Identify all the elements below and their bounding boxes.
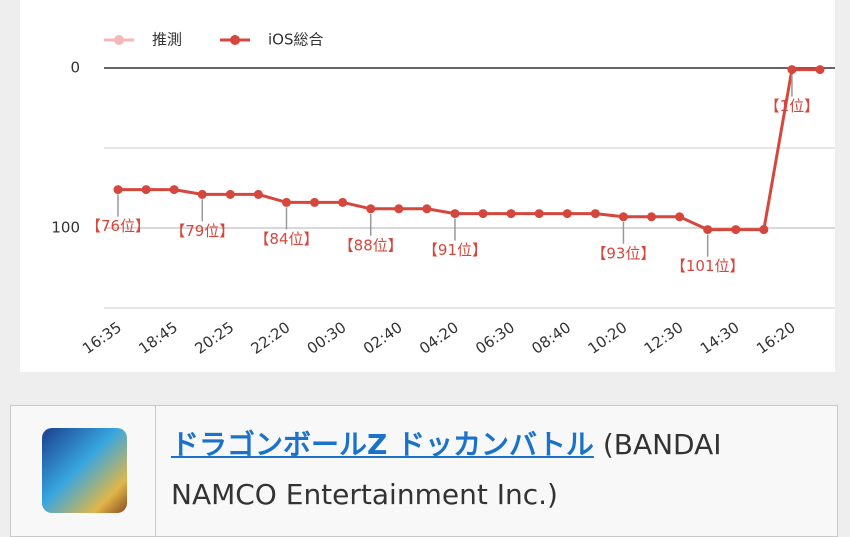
data-point (113, 185, 123, 195)
data-point (225, 189, 235, 199)
x-tick-label: 20:25 (191, 318, 237, 358)
data-point (815, 65, 825, 75)
data-point (478, 209, 488, 219)
data-point (422, 204, 432, 214)
data-point (675, 212, 685, 222)
x-tick-label: 10:20 (585, 318, 631, 358)
x-tick-label: 14:30 (697, 318, 743, 358)
legend-swatch (230, 35, 241, 45)
data-point (281, 197, 291, 207)
x-tick-label: 16:35 (79, 318, 125, 358)
x-tick-label: 06:30 (472, 318, 518, 358)
data-point (731, 225, 741, 235)
data-point (197, 189, 207, 199)
x-tick-label: 02:40 (360, 318, 406, 358)
data-point (787, 65, 797, 75)
x-tick-label: 16:20 (753, 318, 799, 358)
data-point (310, 197, 320, 207)
data-label: 【76位】 (86, 217, 150, 235)
data-point (618, 212, 628, 222)
x-tick-label: 00:30 (304, 318, 350, 358)
app-info: ドラゴンボールZ ドッカンバトル (BANDAI NAMCO Entertain… (171, 420, 811, 520)
data-point (450, 209, 460, 219)
legend-swatch (114, 35, 124, 45)
data-label: 【88位】 (339, 236, 403, 254)
data-label: 【84位】 (254, 230, 318, 248)
data-point (759, 225, 769, 235)
data-label: 【101位】 (671, 257, 745, 275)
chart-card (20, 0, 835, 372)
data-point (366, 204, 376, 214)
app-box: ドラゴンボールZ ドッカンバトル (BANDAI NAMCO Entertain… (10, 405, 838, 537)
data-point (253, 189, 263, 199)
x-tick-label: 04:20 (416, 318, 462, 358)
data-point (338, 197, 348, 207)
data-label: 【93位】 (591, 244, 655, 262)
app-publisher: (BANDAI NAMCO Entertainment Inc.) (171, 428, 722, 511)
icon-cell (11, 406, 156, 536)
data-label: 【79位】 (170, 222, 234, 240)
data-point (394, 204, 404, 214)
data-point (169, 185, 179, 195)
data-point (590, 209, 600, 219)
y-tick-label: 0 (70, 59, 80, 77)
data-point (647, 212, 657, 222)
y-tick-label: 100 (51, 219, 80, 237)
data-point (562, 209, 572, 219)
legend-label: iOS総合 (268, 31, 324, 49)
x-tick-label: 08:40 (528, 318, 574, 358)
x-tick-label: 22:20 (248, 318, 294, 358)
data-label: 【1位】 (765, 97, 820, 115)
data-point (534, 209, 544, 219)
x-tick-label: 12:30 (641, 318, 687, 358)
x-tick-label: 18:45 (135, 318, 181, 358)
app-title[interactable]: ドラゴンボールZ ドッカンバトル (171, 428, 594, 461)
app-icon[interactable] (42, 428, 127, 513)
series-line (118, 68, 820, 232)
data-point (506, 209, 516, 219)
data-point (141, 185, 151, 195)
legend-label: 推測 (152, 31, 182, 49)
data-label: 【91位】 (423, 241, 487, 259)
data-point (703, 225, 713, 235)
